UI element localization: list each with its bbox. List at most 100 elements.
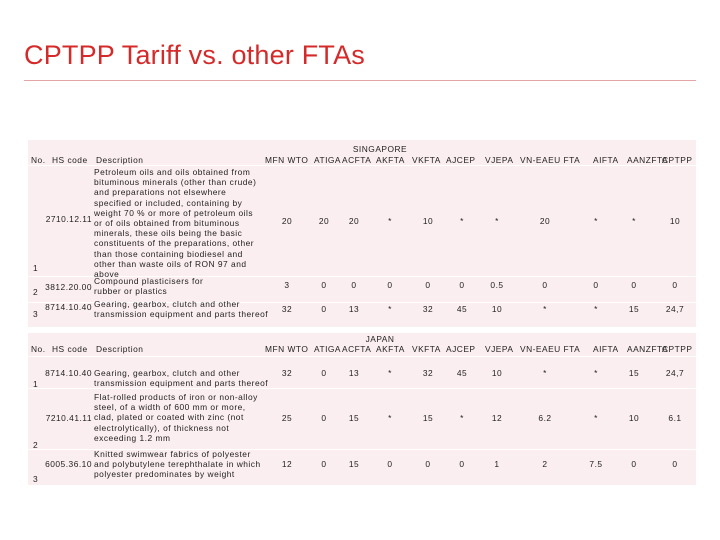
col-header: AIFTA <box>593 155 619 165</box>
hs-code: 3812.20.00 <box>45 282 92 292</box>
row-number: 3 <box>33 474 39 484</box>
value-cell: 0 <box>542 280 548 290</box>
value-cell: 0 <box>425 280 431 290</box>
value-cell: 45 <box>456 304 468 314</box>
value-cell: * <box>632 216 636 226</box>
value-cell: * <box>388 216 392 226</box>
col-header: VJEPA <box>485 344 514 354</box>
value-cell: 15 <box>348 459 360 469</box>
row-number: 2 <box>33 287 39 297</box>
value-cell: 12 <box>281 459 293 469</box>
col-header: AKFTA <box>376 155 405 165</box>
col-header: CPTPP <box>662 344 693 354</box>
col-header: AANZFTA <box>627 344 669 354</box>
hs-code: 2710.12.11 <box>45 214 92 224</box>
row-number: 2 <box>33 440 39 450</box>
value-cell: 1 <box>494 459 500 469</box>
value-cell: 20 <box>539 216 551 226</box>
value-cell: * <box>594 368 598 378</box>
value-cell: 10 <box>491 368 503 378</box>
hs-code: 8714.10.40 <box>45 368 92 378</box>
value-cell: * <box>460 413 464 423</box>
col-header: ACFTA <box>342 155 372 165</box>
hs-code-header: HS code <box>52 155 88 165</box>
partner-label: JAPAN <box>365 334 395 344</box>
hs-code: 7210.41.11 <box>45 413 92 423</box>
col-header: VN-EAEU FTA <box>520 155 581 165</box>
value-cell: 25 <box>281 413 293 423</box>
description: Petroleum oils and oils obtained from bi… <box>94 167 257 280</box>
col-header: AJCEP <box>446 155 476 165</box>
value-cell: 24,7 <box>665 368 685 378</box>
value-cell: 0.5 <box>490 280 504 290</box>
value-cell: * <box>388 304 392 314</box>
col-header: VJEPA <box>485 155 514 165</box>
col-header: ATIGA <box>314 155 342 165</box>
hs-code: 8714.10.40 <box>45 302 92 312</box>
value-cell: * <box>543 368 547 378</box>
value-cell: 0 <box>459 280 465 290</box>
tariff-table-japan: JAPAN No. HS code Description MFN WTO AT… <box>28 333 696 485</box>
value-cell: 0 <box>321 304 327 314</box>
col-header: MFN WTO <box>265 155 309 165</box>
value-cell: 0 <box>459 459 465 469</box>
description: Knitted swimwear fabrics of polyester an… <box>94 449 261 480</box>
description-header: Description <box>96 344 144 354</box>
value-cell: 0 <box>631 280 637 290</box>
value-cell: * <box>495 216 499 226</box>
value-cell: 0 <box>321 459 327 469</box>
value-cell: * <box>388 413 392 423</box>
value-cell: 10 <box>422 216 434 226</box>
value-cell: 32 <box>422 304 434 314</box>
value-cell: 0 <box>672 459 678 469</box>
value-cell: * <box>594 413 598 423</box>
description-header: Description <box>96 155 144 165</box>
no-header: No. <box>31 155 46 165</box>
value-cell: * <box>594 216 598 226</box>
description: Gearing, gearbox, clutch and other trans… <box>94 368 269 389</box>
value-cell: 3 <box>284 280 290 290</box>
row-number: 1 <box>33 379 39 389</box>
col-header: VN-EAEU FTA <box>520 344 581 354</box>
value-cell: 13 <box>348 368 360 378</box>
value-cell: 13 <box>348 304 360 314</box>
col-header: AKFTA <box>376 344 405 354</box>
value-cell: 6.2 <box>538 413 552 423</box>
value-cell: 10 <box>669 216 681 226</box>
value-cell: 0 <box>387 459 393 469</box>
value-cell: 20 <box>348 216 360 226</box>
value-cell: 20 <box>281 216 293 226</box>
col-header: AIFTA <box>593 344 619 354</box>
value-cell: 0 <box>631 459 637 469</box>
value-cell: 20 <box>318 216 330 226</box>
no-header: No. <box>31 344 46 354</box>
value-cell: 12 <box>491 413 503 423</box>
value-cell: * <box>594 304 598 314</box>
value-cell: 6.1 <box>668 413 682 423</box>
value-cell: 0 <box>672 280 678 290</box>
col-header: ACFTA <box>342 344 372 354</box>
value-cell: 0 <box>321 368 327 378</box>
value-cell: 10 <box>491 304 503 314</box>
description: Gearing, gearbox, clutch and other trans… <box>94 299 269 320</box>
slide-title: CPTPP Tariff vs. other FTAs <box>24 40 366 70</box>
value-cell: 0 <box>593 280 599 290</box>
value-cell: 32 <box>422 368 434 378</box>
col-header: AJCEP <box>446 344 476 354</box>
value-cell: 0 <box>387 280 393 290</box>
hs-code: 6005.36.10 <box>45 459 92 469</box>
value-cell: * <box>543 304 547 314</box>
col-header: ATIGA <box>314 344 342 354</box>
col-header: VKFTA <box>412 155 441 165</box>
title-divider <box>24 80 696 81</box>
value-cell: 0 <box>321 413 327 423</box>
value-cell: 32 <box>281 304 293 314</box>
value-cell: 24,7 <box>665 304 685 314</box>
col-header: MFN WTO <box>265 344 309 354</box>
row-number: 1 <box>33 263 39 273</box>
tariff-table-singapore: SINGAPORE No. HS code Description MFN WT… <box>28 140 696 327</box>
value-cell: 10 <box>628 413 640 423</box>
value-cell: 15 <box>348 413 360 423</box>
value-cell: 0 <box>425 459 431 469</box>
value-cell: 15 <box>628 304 640 314</box>
